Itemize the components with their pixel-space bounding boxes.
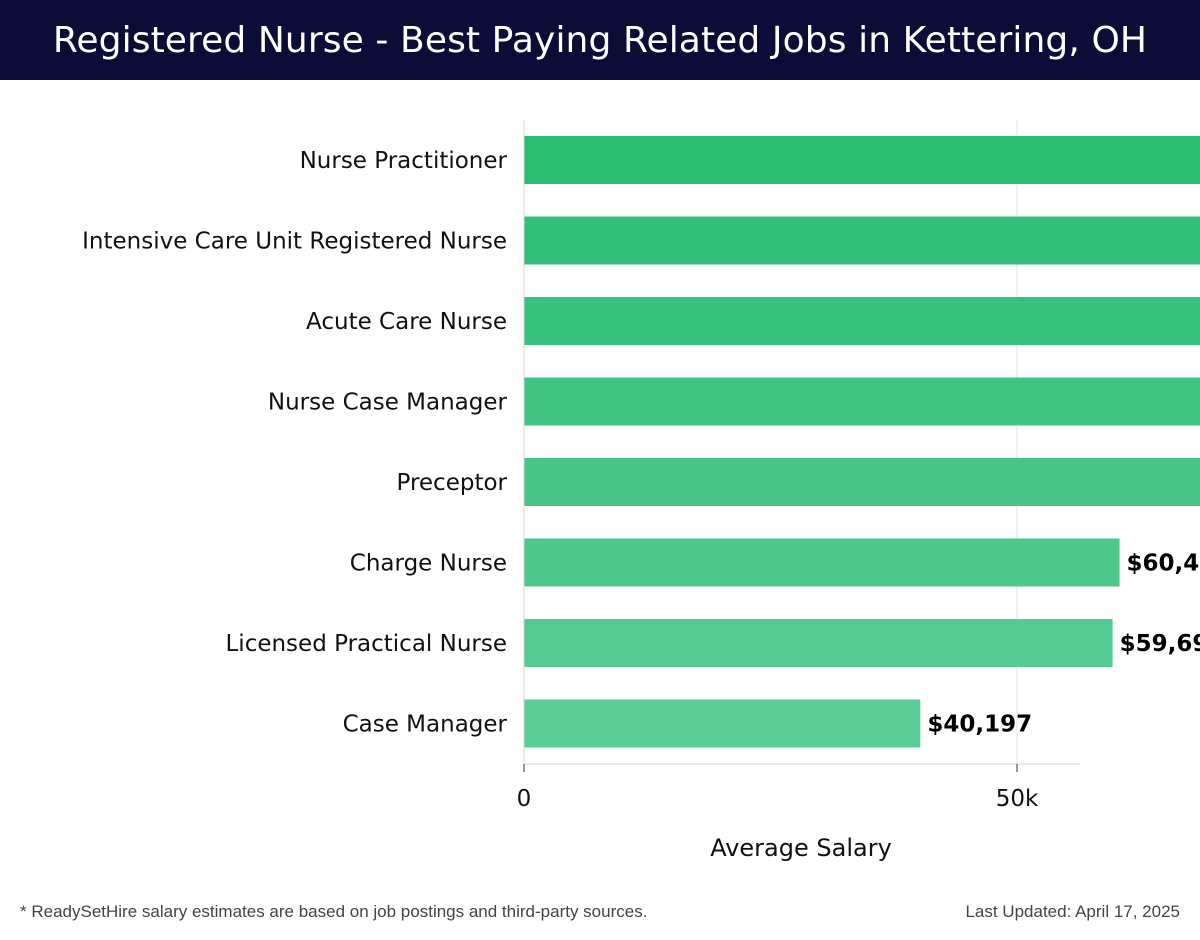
bar-1: [524, 216, 1200, 265]
x-tick-label: 0: [517, 786, 532, 812]
category-label: Nurse Practitioner: [300, 148, 508, 174]
last-updated: Last Updated: April 17, 2025: [965, 902, 1180, 921]
labels: Nurse Practitioner$107,056Intensive Care…: [82, 148, 1200, 738]
bar-0: [524, 136, 1200, 184]
bar-3: [524, 377, 1200, 426]
axes: 050k100k: [517, 120, 1080, 812]
x-axis-title: Average Salary: [710, 834, 892, 862]
category-label: Licensed Practical Nurse: [225, 631, 507, 657]
bar-4: [524, 458, 1200, 506]
category-label: Acute Care Nurse: [306, 309, 507, 335]
bar-chart: 050k100k Nurse Practitioner$107,056Inten…: [82, 120, 1200, 862]
category-label: Preceptor: [396, 470, 507, 496]
value-label: $40,197: [927, 712, 1032, 738]
chart-container: 050k100k Nurse Practitioner$107,056Inten…: [0, 80, 1200, 880]
bar-2: [524, 297, 1200, 345]
chart-title: Registered Nurse - Best Paying Related J…: [52, 19, 1148, 61]
chart-header: Registered Nurse - Best Paying Related J…: [0, 0, 1200, 80]
bars: [524, 136, 1200, 748]
category-label: Nurse Case Manager: [268, 390, 508, 416]
bar-7: [524, 699, 921, 748]
value-label: $59,696: [1120, 631, 1200, 657]
footer-note: * ReadySetHire salary estimates are base…: [20, 902, 648, 921]
category-label: Case Manager: [343, 712, 508, 738]
bar-5: [524, 538, 1120, 587]
x-tick-label: 50k: [996, 786, 1039, 812]
category-label: Charge Nurse: [350, 551, 507, 577]
value-label: $60,400: [1127, 551, 1200, 577]
category-label: Intensive Care Unit Registered Nurse: [82, 229, 507, 255]
bar-6: [524, 619, 1113, 667]
